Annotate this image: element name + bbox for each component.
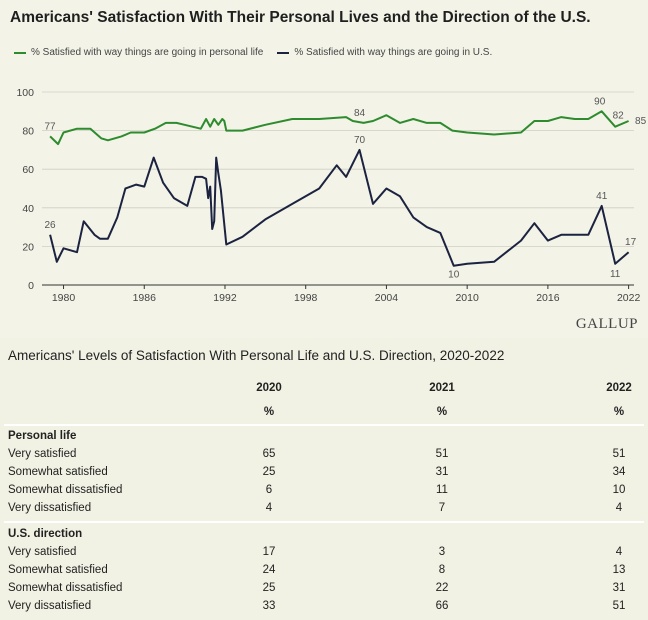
x-tick-label: 1986 xyxy=(133,292,157,304)
table-row: Somewhat satisfied 24 8 13 xyxy=(0,562,648,580)
table-divider xyxy=(4,424,644,426)
cell-value: 51 xyxy=(612,600,626,612)
row-label: Very dissatisfied xyxy=(8,502,92,514)
data-label-us: 10 xyxy=(448,270,460,281)
row-label: Somewhat dissatisfied xyxy=(8,582,123,594)
cell-value: 4 xyxy=(265,502,273,514)
data-label-personal: 77 xyxy=(45,121,57,132)
column-header-year: 2022 xyxy=(606,382,632,394)
row-label: Very satisfied xyxy=(8,448,77,460)
y-tick-label: 80 xyxy=(22,126,34,138)
data-label-us: 17 xyxy=(625,237,637,248)
x-tick-label: 1980 xyxy=(52,292,76,304)
cell-value: 33 xyxy=(262,600,276,612)
cell-value: 13 xyxy=(612,564,626,576)
table-header-years: 2020 2021 2022 xyxy=(0,380,648,398)
data-label-personal: 90 xyxy=(594,96,606,107)
column-unit: % xyxy=(263,406,275,418)
cell-value: 8 xyxy=(438,564,446,576)
row-label: Somewhat dissatisfied xyxy=(8,484,123,496)
cell-value: 4 xyxy=(615,502,623,514)
data-label-us: 41 xyxy=(596,191,608,202)
y-tick-label: 40 xyxy=(22,203,34,215)
cell-value: 25 xyxy=(262,466,276,478)
column-header-year: 2020 xyxy=(256,382,282,394)
table-title: Americans' Levels of Satisfaction With P… xyxy=(8,348,505,363)
line-chart: 0 20 40 60 80 100 1980 1986 1992 1998 2004 2010 2016… xyxy=(16,87,647,304)
section-heading-label: Personal life xyxy=(8,430,77,442)
y-tick-label: 0 xyxy=(28,280,34,292)
data-label-personal: 82 xyxy=(613,111,625,122)
cell-value: 65 xyxy=(262,448,276,460)
legend-label-personal: % Satisfied with way things are going in… xyxy=(31,47,264,58)
table-row: Very dissatisfied 4 7 4 xyxy=(0,500,648,518)
cell-value: 24 xyxy=(262,564,276,576)
cell-value: 25 xyxy=(262,582,276,594)
cell-value: 51 xyxy=(435,448,449,460)
cell-value: 17 xyxy=(262,546,276,558)
cell-value: 22 xyxy=(435,582,449,594)
table-row: Somewhat dissatisfied 25 22 31 xyxy=(0,580,648,598)
column-unit: % xyxy=(613,406,625,418)
table-row: Very dissatisfied 33 66 51 xyxy=(0,598,648,616)
chart-panel: Americans' Satisfaction With Their Perso… xyxy=(10,9,647,332)
section-heading-personal-life: Personal life xyxy=(0,428,648,446)
table-header-units: % % % xyxy=(0,404,648,422)
chart-title: Americans' Satisfaction With Their Perso… xyxy=(10,9,591,26)
table-row: Somewhat satisfied 25 31 34 xyxy=(0,464,648,482)
cell-value: 51 xyxy=(612,448,626,460)
data-label-personal: 85 xyxy=(635,116,647,127)
table-row: Somewhat dissatisfied 6 11 10 xyxy=(0,482,648,500)
gallup-logo: GALLUP xyxy=(575,316,638,332)
legend-item-personal: % Satisfied with way things are going in… xyxy=(14,47,263,58)
data-label-us: 11 xyxy=(610,269,621,280)
row-label: Very dissatisfied xyxy=(8,600,92,612)
section-heading-label: U.S. direction xyxy=(8,528,83,540)
cell-value: 11 xyxy=(436,484,448,496)
data-label-us: 26 xyxy=(45,220,57,231)
y-tick-label: 20 xyxy=(22,241,34,253)
cell-value: 31 xyxy=(612,582,626,594)
cell-value: 10 xyxy=(612,484,626,496)
x-tick-label: 2022 xyxy=(617,292,641,304)
satisfaction-table: Americans' Levels of Satisfaction With P… xyxy=(0,338,648,620)
series-line-personal xyxy=(49,110,629,146)
x-tick-label: 2010 xyxy=(455,292,479,304)
column-header-year: 2021 xyxy=(429,382,455,394)
table-row: Very satisfied 17 3 4 xyxy=(0,544,648,562)
x-tick-label: 2016 xyxy=(536,292,560,304)
legend-item-us: % Satisfied with way things are going in… xyxy=(277,47,492,58)
table-row: Very satisfied 65 51 51 xyxy=(0,446,648,464)
data-label-us: 70 xyxy=(354,135,366,146)
row-label: Somewhat satisfied xyxy=(8,564,108,576)
table-divider xyxy=(4,521,644,523)
x-tick-label: 1998 xyxy=(294,292,318,304)
legend-swatch-personal xyxy=(14,51,26,54)
data-label-personal: 84 xyxy=(354,108,366,119)
cell-value: 7 xyxy=(438,502,446,514)
cell-value: 3 xyxy=(438,546,446,558)
cell-value: 4 xyxy=(615,546,623,558)
legend-label-us: % Satisfied with way things are going in… xyxy=(294,47,493,58)
legend-swatch-us xyxy=(277,51,290,54)
y-tick-label: 100 xyxy=(16,87,34,99)
row-label: Very satisfied xyxy=(8,546,77,558)
y-tick-label: 60 xyxy=(22,164,34,176)
cell-value: 6 xyxy=(265,484,273,496)
series-line-us xyxy=(49,148,630,267)
column-unit: % xyxy=(436,406,448,418)
chart-legend: % Satisfied with way things are going in… xyxy=(14,47,506,58)
x-tick-label: 1992 xyxy=(213,292,237,304)
cell-value: 31 xyxy=(435,466,449,478)
x-tick-label: 2004 xyxy=(375,292,399,304)
row-label: Somewhat satisfied xyxy=(8,466,108,478)
cell-value: 66 xyxy=(435,600,449,612)
section-heading-us-direction: U.S. direction xyxy=(0,526,648,544)
cell-value: 34 xyxy=(612,466,626,478)
